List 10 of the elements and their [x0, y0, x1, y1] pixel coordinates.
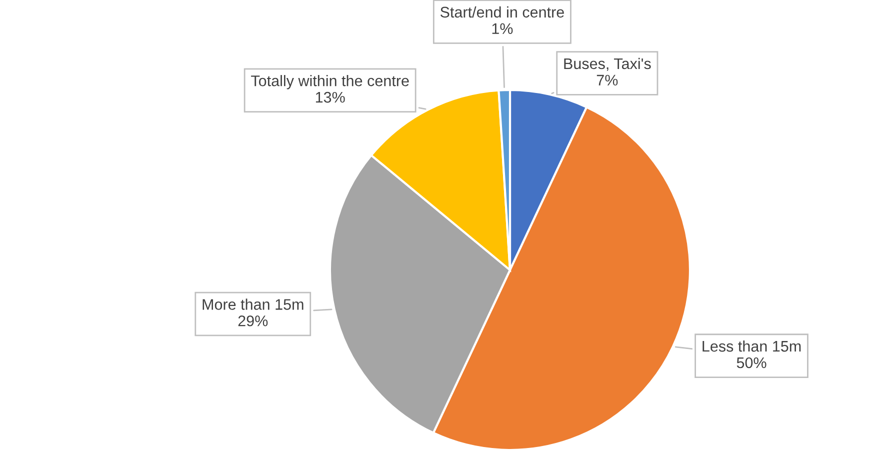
data-label: 7% — [596, 74, 618, 86]
slice-label: Buses, Taxi's — [564, 58, 651, 71]
data-label: 29% — [238, 315, 268, 326]
slice-label: More than 15m — [202, 298, 304, 310]
slice-label: Start/end in centre — [440, 6, 564, 18]
data-label: 50% — [736, 357, 766, 368]
slice-label: Totally within the centre — [251, 75, 409, 90]
data-label: 13% — [316, 92, 345, 103]
data-label: 1% — [492, 23, 513, 34]
slice-label: Less than 15m — [702, 340, 801, 352]
